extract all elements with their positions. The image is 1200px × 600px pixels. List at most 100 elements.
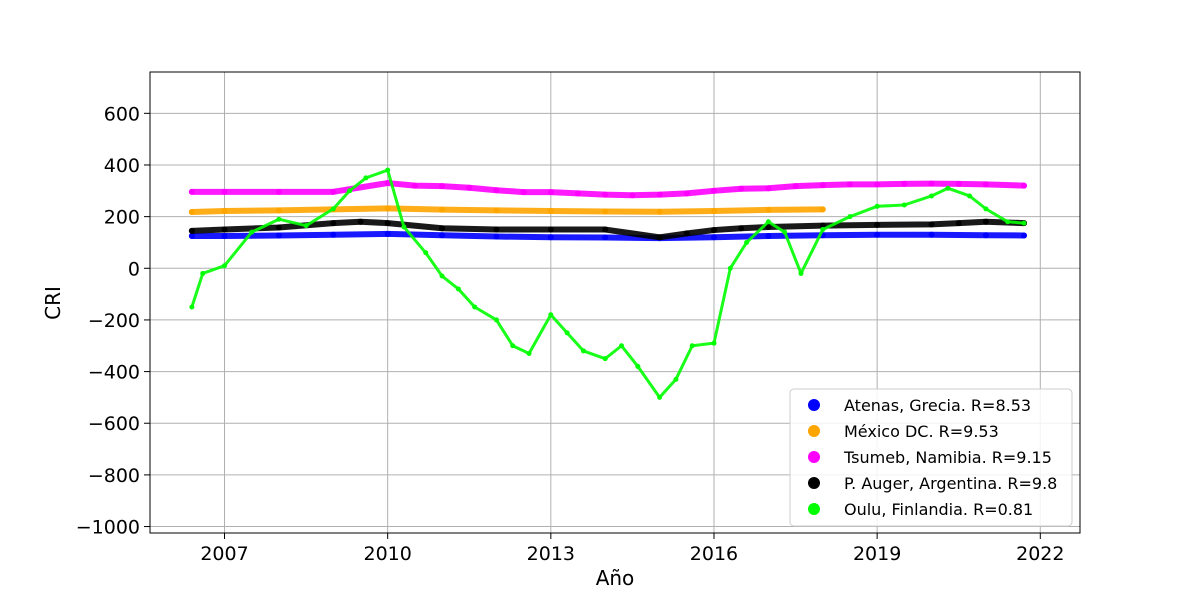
data-point	[455, 286, 461, 292]
y-tick-label: 0	[128, 258, 140, 280]
data-point	[275, 224, 282, 231]
data-point	[928, 221, 935, 228]
data-point	[401, 224, 407, 230]
data-point	[635, 363, 641, 369]
data-point	[820, 227, 826, 233]
data-point	[982, 181, 989, 188]
data-point	[602, 234, 609, 241]
y-tick-label: 400	[104, 155, 140, 177]
data-point	[221, 226, 228, 233]
data-point	[710, 227, 717, 234]
legend-marker	[808, 503, 820, 515]
data-point	[275, 207, 282, 214]
data-point	[901, 202, 907, 208]
data-point	[629, 192, 636, 199]
legend-marker	[808, 451, 820, 463]
data-point	[564, 330, 570, 336]
data-point	[602, 356, 608, 362]
series-3	[188, 218, 1027, 241]
data-point	[472, 304, 478, 310]
data-point	[765, 219, 771, 225]
data-point	[928, 231, 935, 238]
data-point	[493, 317, 499, 323]
data-point	[357, 218, 364, 225]
data-point	[347, 188, 353, 194]
legend-box	[789, 388, 1073, 527]
grid-lines	[150, 72, 1080, 533]
data-point	[792, 183, 799, 190]
data-point	[819, 222, 826, 229]
data-point	[384, 230, 391, 237]
data-point	[945, 185, 951, 191]
data-point	[466, 184, 473, 191]
series-1	[188, 205, 826, 215]
data-point	[547, 189, 554, 196]
data-point	[384, 205, 391, 212]
series-trace	[188, 205, 826, 215]
series-trace	[188, 180, 1027, 199]
data-point	[710, 207, 717, 214]
data-point	[330, 220, 337, 227]
data-point	[547, 226, 554, 233]
data-point	[967, 193, 973, 199]
data-point	[656, 208, 663, 215]
data-point	[982, 218, 989, 225]
data-point	[439, 232, 446, 239]
data-point	[1020, 232, 1027, 239]
data-point	[782, 229, 788, 235]
data-point	[710, 234, 717, 241]
legend-label: Atenas, Grecia. R=8.53	[844, 396, 1031, 415]
data-point	[901, 180, 908, 187]
data-point	[200, 270, 206, 276]
data-point	[1005, 219, 1011, 225]
data-point	[330, 231, 337, 238]
data-point	[249, 229, 255, 235]
data-point	[765, 206, 772, 213]
data-point	[744, 239, 750, 245]
data-point	[439, 273, 445, 279]
data-point	[846, 181, 853, 188]
data-point	[602, 208, 609, 215]
data-point	[330, 206, 336, 212]
legend-marker	[808, 399, 820, 411]
x-tick-label: 2013	[527, 543, 575, 565]
data-point	[221, 207, 228, 214]
data-point	[188, 208, 195, 215]
series-0	[188, 230, 1027, 242]
data-point	[710, 187, 717, 194]
y-tick-label: 600	[104, 103, 140, 125]
y-tick-label: −200	[88, 310, 140, 332]
data-point	[819, 182, 826, 189]
data-point	[384, 220, 391, 227]
data-point	[510, 343, 516, 349]
legend-marker	[808, 425, 820, 437]
x-tick-label: 2007	[200, 543, 248, 565]
y-tick-label: −600	[88, 413, 140, 435]
y-tick-label: −1000	[76, 517, 140, 539]
data-point	[798, 270, 804, 276]
x-tick-label: 2019	[853, 543, 901, 565]
data-point	[493, 233, 500, 240]
data-point	[683, 190, 690, 197]
data-point	[1021, 220, 1027, 226]
x-axis-label: Año	[596, 566, 635, 590]
data-point	[575, 190, 582, 197]
legend-label: México DC. R=9.53	[844, 422, 999, 441]
data-point	[874, 181, 881, 188]
data-point	[656, 234, 663, 241]
y-axis-label: CRI	[41, 286, 65, 320]
data-point	[928, 180, 935, 187]
data-point	[955, 220, 962, 227]
data-point	[765, 185, 772, 192]
data-point	[765, 223, 772, 230]
data-point	[602, 226, 609, 233]
y-tick-label: −400	[88, 362, 140, 384]
data-point	[526, 351, 532, 357]
data-point	[738, 185, 745, 192]
data-point	[439, 183, 446, 190]
data-point	[188, 227, 195, 234]
data-point	[188, 188, 195, 195]
data-point	[847, 214, 853, 220]
legend-label: P. Auger, Argentina. R=9.8	[844, 474, 1057, 493]
